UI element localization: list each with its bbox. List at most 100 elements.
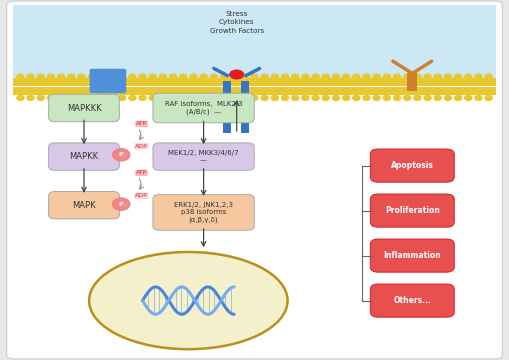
Circle shape [58, 95, 65, 100]
Circle shape [112, 198, 130, 210]
FancyBboxPatch shape [370, 239, 454, 272]
Circle shape [139, 74, 146, 79]
Circle shape [322, 74, 329, 79]
Circle shape [180, 95, 187, 100]
Circle shape [129, 95, 136, 100]
Circle shape [27, 74, 34, 79]
Circle shape [363, 74, 370, 79]
Circle shape [200, 74, 207, 79]
Circle shape [292, 74, 299, 79]
Circle shape [444, 74, 451, 79]
Circle shape [271, 74, 278, 79]
Circle shape [231, 74, 238, 79]
Circle shape [455, 95, 462, 100]
Text: P: P [119, 152, 124, 157]
Text: Stress
Cytokines
Growth Factors: Stress Cytokines Growth Factors [210, 11, 264, 34]
Circle shape [434, 95, 441, 100]
Bar [407, 73, 417, 91]
Circle shape [373, 95, 380, 100]
Circle shape [159, 74, 166, 79]
Circle shape [108, 95, 116, 100]
FancyBboxPatch shape [370, 284, 454, 317]
Text: Inflammation: Inflammation [383, 251, 441, 260]
FancyBboxPatch shape [101, 69, 115, 93]
Circle shape [241, 74, 248, 79]
Circle shape [322, 95, 329, 100]
Circle shape [332, 95, 340, 100]
FancyBboxPatch shape [7, 1, 502, 359]
Circle shape [119, 74, 126, 79]
Circle shape [485, 74, 492, 79]
Text: ADP: ADP [135, 193, 148, 198]
FancyBboxPatch shape [90, 69, 104, 93]
Circle shape [302, 95, 309, 100]
Bar [223, 81, 231, 133]
Circle shape [139, 95, 146, 100]
FancyBboxPatch shape [112, 69, 126, 93]
Circle shape [119, 95, 126, 100]
Text: ATP: ATP [136, 170, 147, 175]
Circle shape [251, 74, 258, 79]
Bar [13, 78, 496, 86]
Text: Apoptosis: Apoptosis [391, 161, 434, 170]
FancyBboxPatch shape [153, 143, 254, 170]
Circle shape [271, 95, 278, 100]
Circle shape [78, 95, 85, 100]
Text: ADP: ADP [135, 144, 148, 149]
Circle shape [129, 74, 136, 79]
Circle shape [343, 95, 350, 100]
Circle shape [261, 95, 268, 100]
Circle shape [465, 95, 472, 100]
Circle shape [180, 74, 187, 79]
Circle shape [414, 95, 421, 100]
FancyBboxPatch shape [153, 93, 254, 123]
FancyBboxPatch shape [13, 5, 496, 86]
Ellipse shape [89, 252, 288, 349]
Circle shape [404, 74, 411, 79]
Circle shape [455, 74, 462, 79]
Circle shape [169, 95, 177, 100]
Bar [13, 5, 496, 86]
Circle shape [393, 95, 401, 100]
Circle shape [281, 74, 289, 79]
Circle shape [27, 95, 34, 100]
Circle shape [37, 74, 44, 79]
Text: MAPKKK: MAPKKK [67, 104, 101, 113]
Text: MEK1/2, MKK3/4/6/7
—: MEK1/2, MKK3/4/6/7 — [168, 150, 239, 163]
Circle shape [98, 95, 105, 100]
Circle shape [231, 95, 238, 100]
Circle shape [241, 95, 248, 100]
Circle shape [210, 74, 217, 79]
Circle shape [332, 74, 340, 79]
Text: P: P [119, 202, 124, 207]
Bar [13, 9, 496, 81]
Circle shape [383, 95, 390, 100]
Circle shape [404, 95, 411, 100]
Circle shape [343, 74, 350, 79]
Circle shape [47, 95, 54, 100]
Circle shape [112, 149, 130, 161]
Circle shape [444, 95, 451, 100]
Circle shape [68, 74, 75, 79]
FancyBboxPatch shape [153, 194, 254, 230]
Circle shape [475, 95, 482, 100]
Text: MAPKK: MAPKK [69, 152, 99, 161]
Circle shape [88, 74, 95, 79]
Bar [13, 87, 496, 95]
Circle shape [251, 95, 258, 100]
Circle shape [353, 95, 360, 100]
Circle shape [169, 74, 177, 79]
Circle shape [393, 74, 401, 79]
Circle shape [434, 74, 441, 79]
Circle shape [312, 74, 319, 79]
Circle shape [190, 74, 197, 79]
Circle shape [17, 95, 24, 100]
Circle shape [261, 74, 268, 79]
Circle shape [200, 95, 207, 100]
Circle shape [58, 74, 65, 79]
Text: Others...: Others... [393, 296, 431, 305]
FancyBboxPatch shape [49, 94, 119, 122]
Circle shape [159, 95, 166, 100]
Circle shape [190, 95, 197, 100]
FancyBboxPatch shape [49, 192, 119, 219]
